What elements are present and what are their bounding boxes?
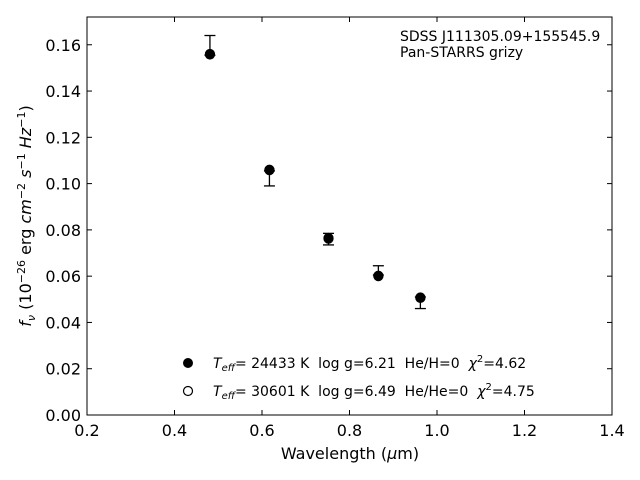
model-point-filled (264, 164, 275, 175)
y-axis-label: fν (10−26 erg cm−2 s−1 Hz−1) (15, 105, 38, 326)
y-tick-label: 0.06 (45, 267, 81, 286)
x-tick-label: 0.2 (74, 421, 99, 440)
x-label-rest: m) (397, 444, 419, 463)
y-label-nu: ν (25, 315, 38, 321)
y-tick-label: 0.16 (45, 36, 81, 55)
x-tick-label: 1.0 (424, 421, 449, 440)
x-tick-label: 1.4 (599, 421, 624, 440)
y-label-text2: erg (16, 224, 35, 260)
y-label-text1: (10 (16, 283, 35, 315)
y-tick-label: 0.08 (45, 221, 81, 240)
model-point-filled (323, 232, 334, 244)
model-point-filled (373, 271, 384, 282)
x-label-mu: μ (386, 444, 397, 463)
y-label-exp2: −2 (15, 183, 28, 199)
legend-2-text1: = 30601 K log g=6.49 He/He=0 (235, 384, 477, 400)
legend-2-eff: eff (222, 391, 237, 402)
legend-marker-filled (183, 358, 193, 368)
y-label-exp4: −1 (15, 112, 28, 128)
y-label-cm: cm (16, 199, 35, 223)
legend-2-chi-sup: 2 (486, 382, 492, 393)
y-tick-label: 0.04 (45, 313, 81, 332)
legend-1-eff: eff (222, 363, 237, 374)
annotation-title: SDSS J111305.09+155545.9 (400, 29, 600, 45)
legend-1-chi: χ (468, 356, 478, 372)
y-label-f: f (16, 319, 35, 327)
y-label-exp1: −26 (15, 260, 28, 283)
plot-frame (86, 16, 613, 416)
y-label-hz: Hz (16, 127, 35, 148)
legend-entry-1: Teff= 24433 K log g=6.21 He/H=0 χ2=4.62 (213, 354, 526, 374)
legend-marker-open (182, 385, 194, 397)
y-tick-label: 0.12 (45, 128, 81, 147)
legend-entry-2: Teff= 30601 K log g=6.49 He/He=0 χ2=4.75 (213, 382, 535, 402)
x-axis-label: Wavelength (μm) (281, 444, 419, 463)
y-label-s: s (16, 170, 35, 178)
svg-text:fν (10−26 erg cm−2 s−1 Hz−1): fν (10−26 erg cm−2 s−1 Hz−1) (15, 105, 38, 326)
legend-2-text2: =4.75 (492, 384, 535, 400)
series-layer (204, 34, 426, 310)
legend-1-t: T (213, 356, 223, 372)
legend: Teff= 24433 K log g=6.21 He/H=0 χ2=4.62 … (182, 354, 535, 402)
legend-2-t: T (213, 384, 223, 400)
legend-2-chi: χ (476, 384, 486, 400)
model-point-filled (204, 48, 216, 60)
x-tick-label: 0.4 (162, 421, 187, 440)
x-tick-label: 0.8 (337, 421, 362, 440)
y-tick-label: 0.00 (45, 406, 81, 425)
y-tick-label: 0.14 (45, 82, 81, 101)
y-label-close: ) (16, 105, 35, 111)
x-label-prefix: Wavelength ( (281, 444, 387, 463)
legend-1-text2: =4.62 (483, 356, 526, 372)
x-tick-label: 0.6 (249, 421, 274, 440)
y-tick-label: 0.02 (45, 360, 81, 379)
legend-1-chi-sup: 2 (477, 354, 483, 365)
y-label-exp3: −1 (15, 153, 28, 169)
annotation-subtitle: Pan-STARRS grizy (400, 45, 523, 61)
model-point-filled (415, 292, 426, 303)
y-tick-label: 0.10 (45, 175, 81, 194)
legend-1-text1: = 24433 K log g=6.21 He/H=0 (235, 356, 469, 372)
x-tick-label: 1.2 (512, 421, 537, 440)
ticks-layer: 0.2 0.4 0.6 0.8 1.0 1.2 1.4 0.00 0.02 0.04 0.06 0.0… (45, 17, 625, 440)
